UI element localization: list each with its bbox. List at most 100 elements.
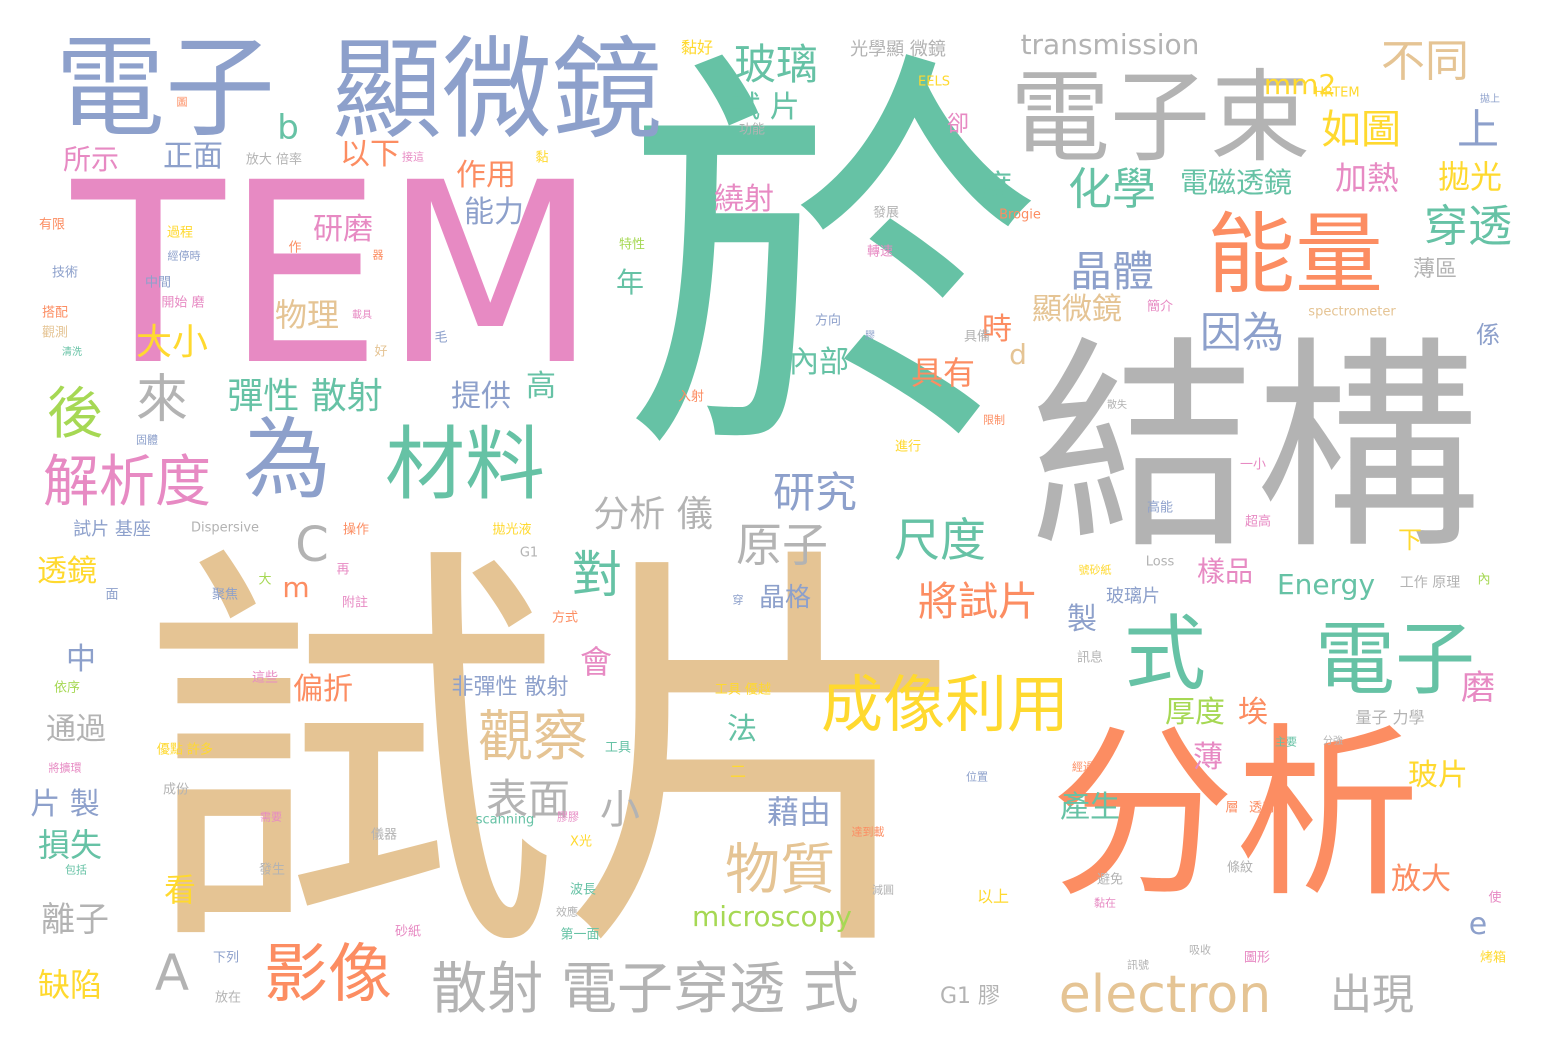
- word: 厚度: [1165, 695, 1225, 730]
- word: 試片 基座: [73, 519, 151, 540]
- word: 試 片: [730, 90, 800, 125]
- word: 第一面: [560, 927, 600, 943]
- word: 加熱: [1334, 159, 1400, 197]
- word: 透鏡: [37, 554, 97, 589]
- word: 具備: [963, 329, 991, 345]
- word: 操作: [342, 522, 370, 538]
- word: Loss: [1145, 554, 1175, 570]
- word: 損失: [37, 826, 103, 864]
- word: 樣品: [1196, 555, 1254, 588]
- word: 技術: [51, 265, 79, 281]
- word: 電磁透鏡: [1179, 166, 1293, 199]
- word: 表面: [485, 775, 571, 824]
- word: 工具: [604, 740, 632, 756]
- word: 方式: [551, 610, 579, 626]
- word: 作: [288, 240, 302, 256]
- word: 大小: [135, 322, 209, 363]
- word: 再: [336, 562, 350, 578]
- word: 分析 儀: [593, 494, 713, 535]
- word: 光學顯 微鏡: [850, 39, 946, 60]
- word: 訊息: [1076, 650, 1104, 666]
- word: 將試片: [918, 579, 1038, 625]
- word: 好: [374, 344, 388, 360]
- word: C: [295, 517, 329, 573]
- word: 拋光: [1437, 158, 1503, 196]
- word: 砂紙: [394, 924, 422, 940]
- word: 玻璃片: [1106, 586, 1160, 607]
- word: 成像利用: [820, 668, 1070, 741]
- word: 訊號: [1127, 958, 1149, 972]
- word: 磨: [1461, 668, 1495, 708]
- word: TEM: [71, 129, 599, 420]
- word: 能力: [464, 195, 524, 230]
- word: 減圓: [872, 883, 894, 897]
- word: 中間: [144, 275, 172, 291]
- word: 包括: [65, 863, 87, 877]
- word: 以上: [976, 887, 1010, 906]
- word: 儀器: [370, 827, 398, 843]
- word: 層: [1225, 800, 1239, 816]
- word: 方向: [814, 313, 842, 329]
- word: 解析度: [43, 450, 211, 515]
- word: Energy: [1276, 568, 1376, 601]
- word: 製: [1067, 602, 1097, 637]
- word: 玻片: [1408, 758, 1468, 793]
- word: 物質: [724, 837, 836, 902]
- word: 化學: [1068, 164, 1156, 215]
- word: 放大 倍率: [245, 152, 303, 168]
- word: 穿: [732, 593, 744, 607]
- word: 觀察: [477, 704, 589, 769]
- word: transmission: [1020, 28, 1200, 61]
- word: 達到載: [851, 825, 885, 839]
- word: 散失: [1107, 400, 1127, 411]
- word: 電子束: [1010, 59, 1310, 176]
- word: 搭配: [41, 305, 69, 321]
- word: 產生: [1060, 790, 1120, 825]
- word: 係: [1476, 321, 1500, 349]
- word: 號砂紙: [1078, 563, 1112, 577]
- word: 面: [105, 587, 119, 603]
- word: 式: [1123, 607, 1207, 702]
- word: 超高: [1244, 514, 1272, 530]
- word: 內部: [789, 345, 849, 380]
- word: 玻璃: [733, 40, 819, 89]
- word: 中: [66, 642, 96, 677]
- word: 原子: [736, 518, 828, 572]
- word: 吸收: [1189, 943, 1211, 957]
- word: scanning: [475, 812, 535, 828]
- word: 材料: [385, 418, 545, 511]
- word: 會: [579, 643, 613, 681]
- word: X光: [570, 834, 592, 850]
- word: 非彈性 散射: [451, 675, 569, 700]
- word: 入射: [677, 389, 705, 405]
- word: 聚焦: [211, 587, 239, 603]
- word: 對: [572, 546, 622, 604]
- word: e: [1468, 907, 1488, 942]
- word: 上: [1456, 105, 1500, 154]
- word: 結構: [1030, 318, 1480, 581]
- word: 顯微鏡: [332, 26, 662, 154]
- word: 來: [135, 370, 189, 430]
- word: 限制: [983, 413, 1005, 427]
- word: A: [154, 944, 190, 1002]
- word: 離子: [41, 900, 109, 940]
- word: 卻: [946, 112, 970, 137]
- word: 依序: [53, 680, 81, 696]
- word: 晶體: [1069, 247, 1155, 296]
- word: 影像: [264, 938, 392, 1012]
- word: 位置: [966, 770, 988, 784]
- word: 簡介: [1146, 299, 1174, 315]
- word: 透射: [1248, 800, 1276, 816]
- word: 正面: [163, 139, 223, 174]
- word: 圖: [176, 95, 188, 109]
- word: 經過: [1072, 760, 1094, 774]
- word: 優點 許多: [156, 742, 214, 758]
- word: 法: [727, 712, 757, 747]
- word: 晶格: [758, 583, 812, 613]
- word: 進行: [894, 439, 922, 455]
- word: mm2: [1263, 68, 1337, 101]
- word: 波長: [569, 882, 597, 898]
- word: 試片: [140, 515, 980, 1004]
- word: 載具: [352, 310, 372, 321]
